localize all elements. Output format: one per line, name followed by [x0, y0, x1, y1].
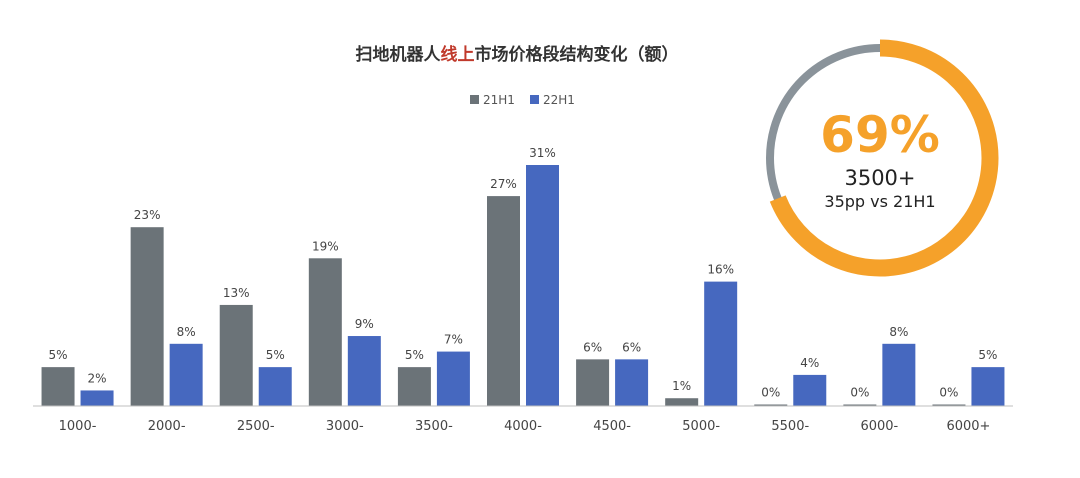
x-tick-label-2: 2500- [237, 419, 275, 434]
chart-title-part-1: 线上 [441, 44, 475, 65]
x-tick-label-8: 5500- [771, 419, 809, 434]
bar-label-21h1-4: 5% [405, 348, 424, 362]
bar-label-22h1-8: 4% [800, 356, 819, 370]
callout-ring: 69% 3500+ 35pp vs 21H1 [766, 39, 999, 277]
bar-label-group: 5% 2% 23% 8% 13% 5% 19% 9% 5% 7% 27% 31% 6% 6% 1% 16% 0%… [49, 146, 998, 400]
chart-title: 扫地机器人线上市场价格段结构变化（额） [356, 44, 679, 65]
bar-21h1-6 [576, 359, 610, 406]
bar-label-21h1-6: 6% [583, 340, 602, 354]
bar-21h1-1 [130, 227, 164, 406]
callout-percent: 69% [820, 106, 940, 164]
bar-label-22h1-6: 6% [622, 340, 641, 354]
bar-label-22h1-9: 8% [889, 325, 908, 339]
bar-label-22h1-5: 31% [529, 146, 556, 160]
bar-22h1-7 [704, 281, 738, 406]
bar-21h1-4 [397, 367, 431, 406]
bar-label-22h1-2: 5% [266, 348, 285, 362]
bar-22h1-4 [436, 351, 470, 406]
bar-21h1-5 [487, 196, 520, 406]
x-tick-label-7: 5000- [682, 419, 720, 434]
bar-label-21h1-9: 0% [850, 386, 869, 400]
chart-title-part-2: 市场价格段结构变化（额） [475, 44, 679, 65]
bar-21h1-0 [41, 367, 75, 406]
chart-title-part-0: 扫地机器人 [356, 44, 442, 65]
x-tick-label-3: 3000- [326, 419, 364, 434]
bar-21h1-10 [932, 404, 966, 406]
bar-22h1-1 [169, 343, 203, 406]
x-tick-label-6: 4500- [593, 419, 631, 434]
bar-label-21h1-1: 23% [134, 208, 161, 222]
legend-label-21h1: 21H1 [483, 93, 515, 107]
bar-22h1-2 [258, 367, 292, 406]
ring-progress-arc [769, 39, 999, 277]
bar-group [41, 165, 1005, 406]
callout-line1: 3500+ [844, 166, 915, 190]
legend-swatch-22h1 [530, 95, 539, 104]
bar-label-21h1-5: 27% [490, 177, 517, 191]
bar-22h1-10 [971, 367, 1005, 406]
bar-22h1-9 [882, 343, 916, 406]
bar-22h1-0 [80, 390, 114, 406]
bar-22h1-3 [347, 336, 381, 406]
bar-21h1-2 [219, 304, 253, 406]
x-tick-label-10: 6000+ [946, 419, 990, 434]
legend-label-22h1: 22H1 [543, 93, 575, 107]
bar-label-22h1-3: 9% [355, 317, 374, 331]
legend: 21H1 22H1 [470, 93, 575, 107]
bar-22h1-8 [793, 374, 827, 406]
bar-label-22h1-7: 16% [707, 263, 734, 277]
callout-line2: 35pp vs 21H1 [824, 192, 935, 211]
bar-label-21h1-2: 13% [223, 286, 250, 300]
bar-21h1-9 [843, 404, 877, 406]
bar-label-22h1-10: 5% [978, 348, 997, 362]
bar-label-22h1-1: 8% [177, 325, 196, 339]
x-tick-label-5: 4000- [504, 419, 542, 434]
x-tick-label-1: 2000- [148, 419, 186, 434]
bar-22h1-5 [526, 165, 559, 406]
x-tick-label-0: 1000- [59, 419, 97, 434]
bar-21h1-3 [308, 258, 342, 406]
bar-label-21h1-8: 0% [761, 386, 780, 400]
bar-label-22h1-0: 2% [88, 371, 107, 385]
legend-swatch-21h1 [470, 95, 479, 104]
bar-label-21h1-7: 1% [672, 379, 691, 393]
bar-22h1-6 [615, 359, 649, 406]
bar-21h1-7 [665, 398, 699, 406]
x-tick-label-9: 6000- [860, 419, 898, 434]
x-tick-label-4: 3500- [415, 419, 453, 434]
bar-label-21h1-3: 19% [312, 239, 339, 253]
bar-label-22h1-4: 7% [444, 333, 463, 347]
x-tick-group: 1000- 2000- 2500- 3000- 3500- 4000- 4500- 5000-… [59, 419, 991, 434]
bar-label-21h1-10: 0% [939, 386, 958, 400]
bar-label-21h1-0: 5% [49, 348, 68, 362]
bar-21h1-8 [754, 404, 788, 406]
